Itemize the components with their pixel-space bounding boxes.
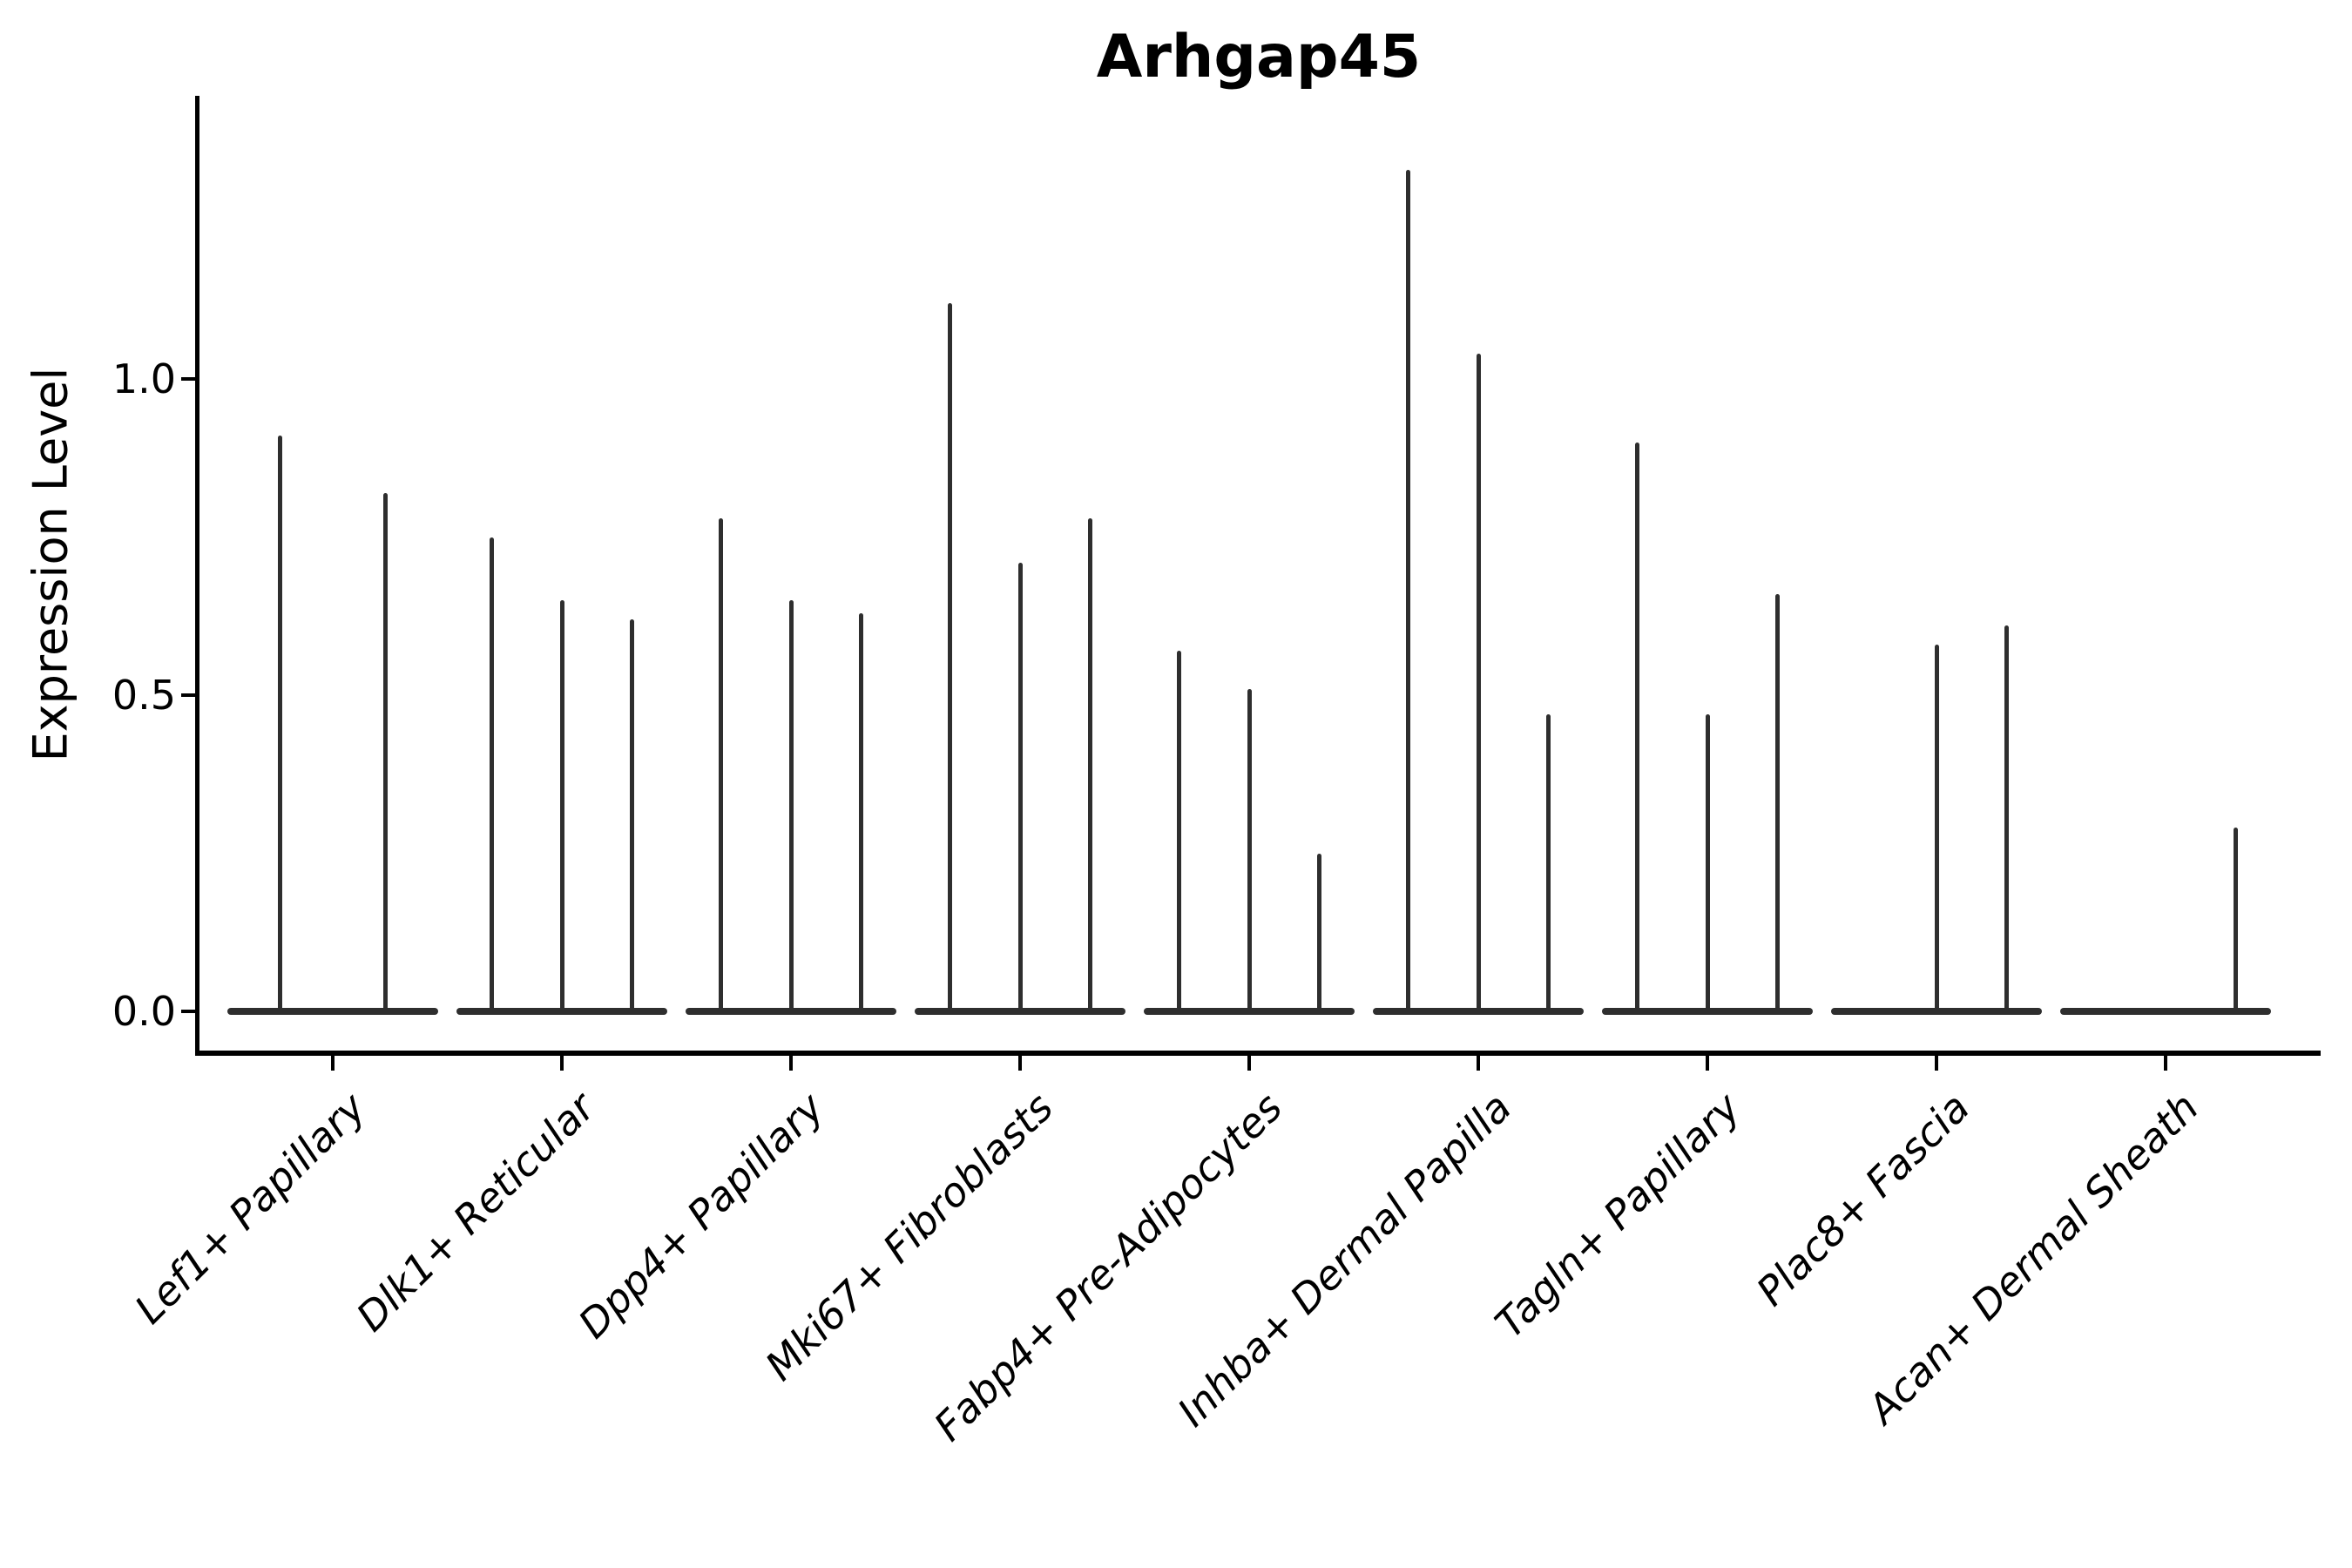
violin-spike — [1705, 713, 1710, 1013]
x-tick-label: Tagln+ Papillary — [1485, 1084, 1750, 1348]
violin-spike — [1247, 688, 1252, 1013]
x-axis-spine — [195, 1051, 2321, 1056]
y-tick-label: 1.0 — [112, 355, 176, 402]
violin-spike — [2234, 828, 2239, 1013]
violin-spike — [718, 517, 723, 1013]
y-tick-mark — [181, 1010, 195, 1013]
x-tick-label: Dlk1+ Reticular — [347, 1084, 605, 1341]
violin-spike — [1017, 562, 1023, 1013]
violin-spike — [1317, 853, 1322, 1013]
violin-spike — [559, 600, 564, 1013]
y-tick-label: 0.0 — [112, 988, 176, 1035]
violin-base — [915, 1008, 1125, 1015]
violin-base — [227, 1008, 438, 1015]
violin-spike — [1405, 170, 1410, 1013]
violin-spike — [1934, 644, 1939, 1013]
chart-title: Arhgap45 — [1096, 23, 1422, 91]
violin-spike — [1546, 713, 1551, 1013]
x-tick-mark — [560, 1056, 564, 1071]
violin-spike — [2004, 625, 2010, 1013]
x-tick-mark — [1935, 1056, 1938, 1071]
x-tick-mark — [1018, 1056, 1022, 1071]
violin-spike — [1775, 593, 1781, 1013]
x-tick-mark — [789, 1056, 793, 1071]
x-tick-mark — [1706, 1056, 1709, 1071]
violin-spike — [630, 618, 635, 1013]
violin-spike — [947, 302, 952, 1013]
violin-base — [1144, 1008, 1355, 1015]
violin-base — [1602, 1008, 1813, 1015]
violin-spike — [788, 600, 794, 1013]
x-tick-mark — [1247, 1056, 1251, 1071]
y-tick-label: 0.5 — [112, 672, 176, 719]
y-axis-spine — [195, 96, 199, 1056]
violin-base — [2060, 1008, 2271, 1015]
violin-base — [1373, 1008, 1584, 1015]
violin-spike — [278, 436, 282, 1013]
x-tick-mark — [331, 1056, 335, 1071]
x-tick-mark — [2164, 1056, 2167, 1071]
violin-spike — [1176, 651, 1181, 1013]
y-tick-mark — [181, 693, 195, 697]
x-tick-label: Lef1+ Papillary — [125, 1084, 375, 1333]
x-tick-mark — [1477, 1056, 1480, 1071]
x-tick-label: Dpp4+ Papillary — [569, 1084, 834, 1348]
violin-spike — [489, 537, 494, 1013]
violin-spike — [1088, 517, 1093, 1013]
violin-spike — [383, 492, 388, 1013]
x-tick-label: Plac8+ Fascia — [1747, 1084, 1979, 1315]
violin-spike — [1634, 442, 1639, 1013]
violin-base — [686, 1008, 896, 1015]
y-tick-mark — [181, 377, 195, 381]
violin-spike — [1476, 353, 1481, 1013]
violin-base — [1831, 1008, 2042, 1015]
violin-base — [456, 1008, 667, 1015]
violin-spike — [859, 612, 864, 1013]
